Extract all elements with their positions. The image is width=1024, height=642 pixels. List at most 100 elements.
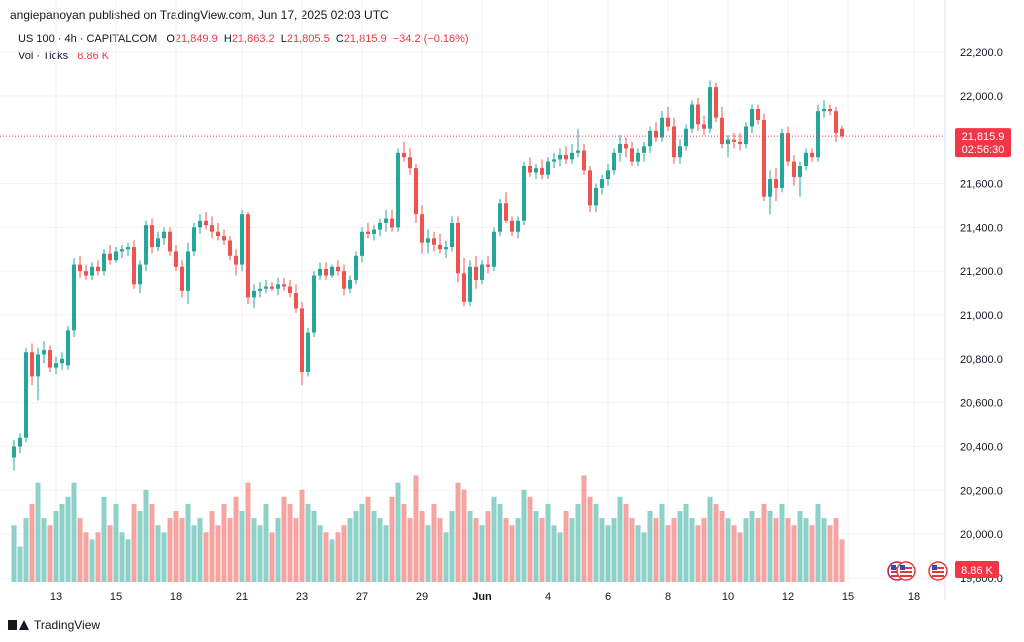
candle (690, 100, 694, 134)
candle-body (156, 238, 160, 248)
candle (774, 168, 778, 202)
volume-tag: 8.86 K (955, 561, 999, 578)
candle (330, 264, 334, 278)
candle-body (528, 165, 532, 173)
volume-bar (593, 503, 599, 582)
candle-body (780, 133, 784, 188)
candle-body (732, 139, 736, 142)
candle (138, 260, 142, 294)
volume-bar (161, 532, 167, 582)
candle-body (150, 225, 154, 248)
volume-bar (641, 532, 647, 582)
candle (348, 275, 352, 294)
candle (42, 341, 46, 364)
candle-body (336, 266, 340, 272)
candle-body (786, 133, 790, 162)
volume-bar (227, 518, 233, 582)
open-label: O (166, 33, 175, 45)
volume-bar (29, 503, 35, 582)
candle-body (78, 264, 82, 272)
candle (654, 122, 658, 142)
candle (30, 343, 34, 386)
candle-body (600, 179, 604, 188)
candle-body (462, 273, 466, 302)
candle-body (228, 240, 232, 256)
candle-body (162, 231, 166, 239)
volume-bar (689, 518, 695, 582)
volume-bar (65, 496, 71, 582)
volume-bar (485, 511, 491, 582)
candle (714, 82, 718, 123)
candle (270, 282, 274, 291)
candle (660, 111, 664, 142)
candle (48, 345, 52, 372)
volume-bar (539, 518, 545, 582)
volume-bar (587, 496, 593, 582)
volume-bar (293, 518, 299, 582)
volume-bar (803, 518, 809, 582)
volume-bar (557, 532, 563, 582)
price-tick-label: 21,200.0 (960, 266, 1003, 278)
candle-body (366, 231, 370, 234)
volume-bar (167, 518, 173, 582)
candle (732, 133, 736, 149)
volume-bar (635, 525, 641, 582)
volume-bar (761, 503, 767, 582)
candle-body (216, 231, 220, 237)
price-tick-label: 22,200.0 (960, 47, 1003, 59)
candle-body (624, 144, 628, 149)
candle (570, 144, 574, 164)
candle-body (522, 165, 526, 221)
volume-bar (575, 503, 581, 582)
candle (132, 240, 136, 289)
volume-bar (659, 503, 665, 582)
candle-body (102, 253, 106, 272)
candle-body (396, 152, 400, 228)
volume-bar (521, 489, 527, 582)
candle (426, 229, 430, 254)
time-tick-label: 18 (170, 591, 182, 603)
volume-bar (143, 489, 149, 582)
volume-bar (791, 525, 797, 582)
candle (438, 233, 442, 254)
volume-bar (251, 518, 257, 582)
volume-bar (491, 496, 497, 582)
candle (12, 439, 16, 471)
candle-body (264, 286, 268, 289)
footer-brand[interactable]: TradingView (8, 618, 100, 632)
volume-bar (437, 518, 443, 582)
volume-bar (377, 518, 383, 582)
volume-bar (47, 525, 53, 582)
volume-bar (263, 503, 269, 582)
candle-body (792, 161, 796, 177)
volume-bar (71, 482, 77, 582)
candle (156, 231, 160, 252)
candle-body (198, 220, 202, 228)
candle-body (312, 275, 316, 333)
symbol-legend: US 100 · 4h · CAPITALCOM O21,849.9 H21,8… (18, 33, 469, 45)
volume-bar (191, 525, 197, 582)
candle (522, 161, 526, 226)
candle (624, 137, 628, 158)
volume-bar (629, 518, 635, 582)
candle-body (222, 236, 226, 241)
volume-bar (11, 525, 17, 582)
candle (354, 251, 358, 285)
candle (546, 157, 550, 180)
candle-body (798, 165, 802, 177)
candle-body (720, 117, 724, 145)
symbol-label[interactable]: US 100 · 4h · CAPITALCOM (18, 33, 158, 45)
candle-body (240, 214, 244, 265)
volume-bar (95, 532, 101, 582)
volume-bar (431, 503, 437, 582)
candle (342, 264, 346, 296)
candle (24, 347, 28, 443)
candle-body (282, 284, 286, 287)
candle-body (408, 157, 412, 169)
candle-body (138, 264, 142, 285)
volume-bar (305, 503, 311, 582)
candle (762, 113, 766, 202)
candle (102, 249, 106, 276)
candle-body (696, 104, 700, 125)
